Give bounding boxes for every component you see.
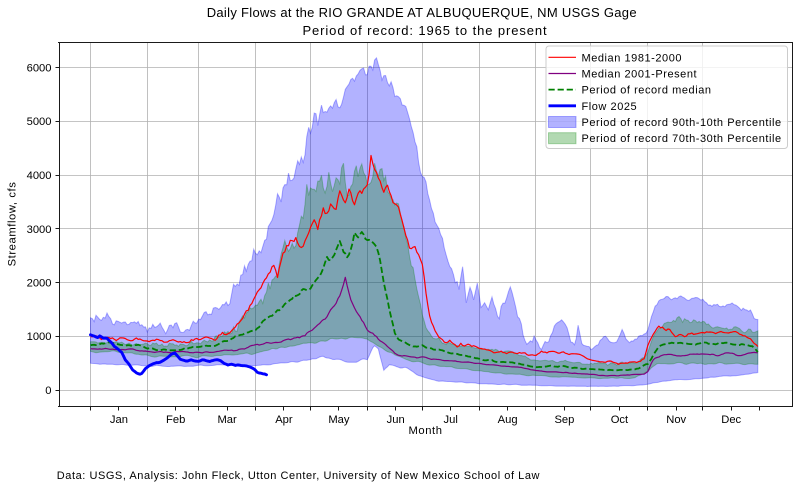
svg-text:Period of record 70th-30th Per: Period of record 70th-30th Percentile [582,133,782,145]
svg-text:May: May [328,414,350,426]
svg-text:Data: USGS, Analysis: John Fle: Data: USGS, Analysis: John Fleck, Utton … [57,470,540,482]
svg-text:Flow 2025: Flow 2025 [582,101,638,113]
svg-text:2000: 2000 [27,278,52,290]
svg-text:3000: 3000 [27,224,52,236]
svg-text:Mar: Mar [217,414,237,426]
svg-text:5000: 5000 [27,116,52,128]
svg-text:Dec: Dec [721,414,741,426]
svg-text:Median 1981-2000: Median 1981-2000 [582,52,683,64]
svg-text:Jun: Jun [387,414,405,426]
svg-text:Apr: Apr [275,414,293,426]
svg-text:Daily Flows at the RIO GRANDE: Daily Flows at the RIO GRANDE AT ALBUQUE… [207,5,637,20]
svg-text:Streamflow, cfs: Streamflow, cfs [7,182,19,267]
svg-text:Period of record 90th-10th Per: Period of record 90th-10th Percentile [582,117,782,129]
svg-text:Sep: Sep [554,414,574,426]
svg-text:0: 0 [45,385,51,397]
svg-text:1000: 1000 [27,331,52,343]
svg-text:Feb: Feb [166,414,185,426]
svg-text:Period of record median: Period of record median [582,85,712,97]
svg-text:Period of record: 1965 to the: Period of record: 1965 to the present [302,23,547,38]
svg-text:Jul: Jul [444,414,458,426]
svg-text:Oct: Oct [611,414,629,426]
svg-text:Median 2001-Present: Median 2001-Present [582,69,698,81]
svg-text:Aug: Aug [498,414,518,426]
svg-text:Jan: Jan [110,414,128,426]
svg-text:Month: Month [408,425,442,437]
svg-text:Nov: Nov [666,414,686,426]
svg-text:6000: 6000 [27,63,52,75]
svg-text:4000: 4000 [27,170,52,182]
